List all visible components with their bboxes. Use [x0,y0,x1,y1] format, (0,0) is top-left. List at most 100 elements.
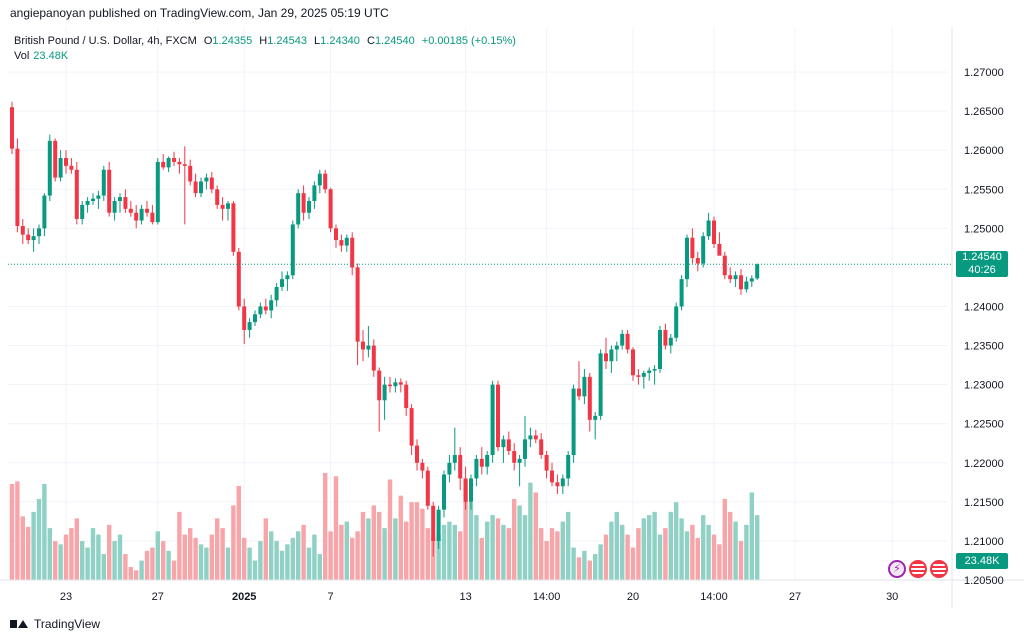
volume-bar [447,521,452,580]
candle-body [436,509,441,541]
us-flag-event-icon[interactable] [909,560,927,578]
candle-body [566,454,571,479]
y-tick-label: 1.21000 [964,536,1004,548]
volume-bar [690,524,695,580]
volume-bar [533,492,538,580]
volume-bar [123,554,128,580]
x-tick-label: 2025 [232,591,256,603]
volume-bar [323,472,328,580]
candle-body [393,382,398,387]
candle-body [701,236,706,264]
candle-body [755,264,760,279]
x-tick-label: 27 [789,591,801,603]
volume-bar [344,521,349,580]
change-value: +0.00185 (+0.15%) [421,35,516,47]
candle-body [215,189,220,205]
volume-bar [738,541,744,580]
candle-body [609,349,614,362]
candle-body [555,482,560,487]
candle-body [533,435,538,440]
volume-bar [166,550,171,580]
candle-body [485,454,490,467]
footer-brand[interactable]: TradingView [10,617,100,631]
last-volume-tag: 23.48K [956,553,1008,569]
volume-bar [377,511,382,580]
volume-bar [620,524,625,580]
candle-body [377,370,382,401]
volume-bar [215,518,220,580]
candle-body [409,408,414,446]
y-tick-label: 1.25000 [964,223,1004,235]
volume-bar [360,511,366,580]
volume-bar [387,479,393,580]
volume-bar [733,521,738,580]
legend-ohlc-row: British Pound / U.S. Dollar, 4h, FXCM O 1… [14,34,516,49]
volume-bar [501,524,506,580]
volume-label[interactable]: Vol [14,50,30,62]
volume-bar [425,528,430,580]
candle-body [274,286,279,301]
y-tick-label: 1.20500 [964,575,1004,587]
volume-bar [198,544,204,580]
volume-bar [252,560,258,580]
volume-bar [522,515,528,580]
volume-bar [636,528,641,580]
volume-bar [393,518,398,580]
x-tick-label: 13 [459,591,471,603]
candle-body [74,169,79,219]
us-flag-event-icon-2[interactable] [930,560,948,578]
candle-body [620,333,625,346]
open-label: O [203,35,213,47]
volume-bar [630,547,636,580]
volume-bar [728,511,733,580]
candle-body [253,314,257,323]
volume-bar [301,524,306,580]
candle-body [479,458,484,467]
lightning-event-icon[interactable]: ⚡ [888,560,906,578]
volume-value: 23.48K [33,50,69,62]
volume-bar [9,484,15,580]
candle-body [404,384,409,409]
volume-bar [366,518,371,580]
y-tick-label: 1.22500 [964,419,1004,431]
volume-bar [744,524,749,580]
close-value: 1.24540 [374,35,415,47]
candle-body [20,226,25,235]
volume-bar [285,544,290,580]
candle-body [307,201,311,213]
tradingview-logo-icon [10,618,28,630]
symbol-label[interactable]: British Pound / U.S. Dollar, 4h, FXCM [14,35,197,47]
candle-body [739,275,743,290]
volume-bar [701,515,706,580]
candle-body [118,197,122,202]
candle-body [685,237,689,280]
candle-body [663,329,668,346]
volume-bar [512,498,517,580]
candle-body [744,281,749,290]
candle-body [366,345,371,350]
volume-bar [684,531,690,580]
volume-bar [117,534,123,580]
volume-bar [398,495,403,580]
candle-body [458,454,463,479]
candle-body [361,341,365,350]
volume-bar [641,518,646,580]
candle-body [323,173,328,190]
close-label: C [366,35,375,47]
volume-bar [161,541,166,580]
candle-body [706,220,711,237]
volume-bar [26,526,31,580]
candle-body [587,376,592,420]
candle-body [506,439,511,452]
candle-body [96,195,101,199]
chart-frame[interactable]: 1.27000 1.26500 1.26000 1.25500 1.25000 1.245… [0,28,1024,608]
volume-bar [58,544,63,580]
volume-bar [652,511,657,580]
volume-bar [706,524,711,580]
volume-bar [42,484,47,580]
volume-bar [101,554,106,580]
candle-body [161,161,166,168]
volume-bar [647,515,652,580]
candle-body [431,505,436,541]
candlestick-chart[interactable]: 1.27000 1.26500 1.26000 1.25500 1.25000 1.245… [0,28,1024,608]
